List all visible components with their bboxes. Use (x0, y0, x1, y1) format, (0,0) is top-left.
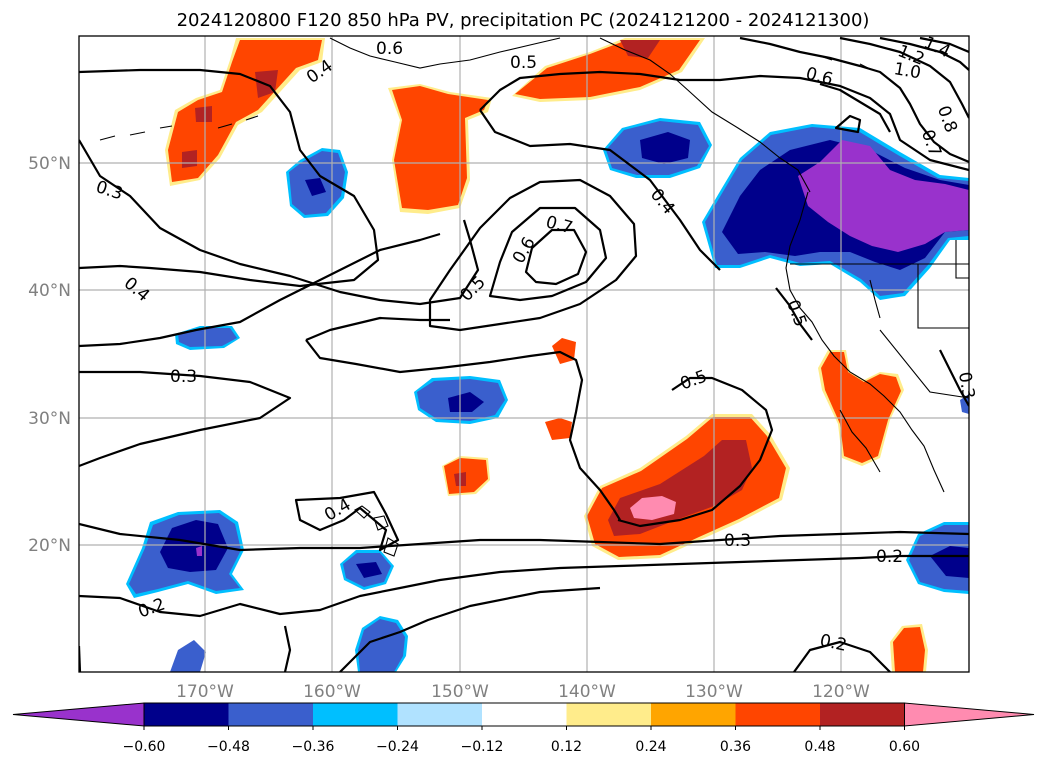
precip-positive-region (182, 70, 278, 168)
colorbar-swatch (566, 703, 652, 726)
precip-positive-region (545, 418, 572, 440)
colorbar-tick-label: −0.48 (207, 739, 250, 755)
precip-negative-region (160, 520, 228, 572)
precip-negative-region (170, 640, 206, 672)
lon-label: 170°W (176, 682, 234, 702)
lon-label: 120°W (812, 682, 870, 702)
contour-label: 0.3 (954, 370, 978, 400)
colorbar-swatch (228, 703, 314, 726)
lon-label: 150°W (431, 682, 489, 702)
precip-negative-region (196, 546, 202, 556)
colorbar-swatch (397, 703, 483, 726)
precip-negative-region (930, 546, 969, 578)
longitude-labels: 170°W 160°W 150°W 140°W 130°W 120°W (176, 682, 870, 702)
precip-positive-region (620, 40, 660, 58)
contour-label: 0.6 (376, 39, 403, 59)
colorbar-swatch (651, 703, 736, 726)
precip-negative-region (358, 619, 405, 672)
lon-label: 140°W (558, 682, 616, 702)
contour-label: 0.3 (724, 531, 751, 551)
precip-positive-region (630, 496, 676, 520)
colorbar-tick-label: −0.12 (461, 739, 504, 755)
colorbar-tick-label: −0.60 (123, 739, 166, 755)
precip-positive-region (893, 627, 925, 672)
precip-negative-region (960, 394, 969, 414)
lon-label: 160°W (303, 682, 361, 702)
coastlines (99, 37, 969, 557)
map-content (79, 36, 969, 672)
contour-label: 1.0 (892, 59, 922, 83)
precip-negative-region (448, 392, 484, 412)
precip-negative-region (356, 562, 382, 578)
lat-label: 40°N (28, 281, 71, 301)
colorbar-tick-label: 0.12 (551, 739, 582, 755)
contour-label: 0.5 (510, 53, 537, 73)
colorbar-tick-label: 0.36 (720, 739, 751, 755)
colorbar-swatch (735, 703, 821, 726)
latitude-labels: 50°N 40°N 30°N 20°N (28, 154, 71, 556)
contour-label: 0.3 (170, 367, 197, 387)
map-frame (78, 35, 970, 673)
colorbar-frame (143, 702, 905, 727)
colorbar-tick-label: 0.24 (635, 739, 666, 755)
colorbar-tick-label: 0.48 (804, 739, 835, 755)
lat-label: 50°N (28, 154, 71, 174)
colorbar: −0.60 −0.48 −0.36 −0.24 −0.12 0.12 0.24 0.36 0.4… (12, 702, 1035, 755)
colorbar-swatch (482, 703, 567, 726)
precip-positive-region (392, 86, 488, 210)
map-title: 2024120800 F120 850 hPa PV, precipitatio… (177, 10, 870, 31)
colorbar-swatch (313, 703, 398, 726)
precip-negative-region (640, 132, 690, 164)
colorbar-extend-max (904, 702, 1035, 727)
precip-negative-region (305, 178, 326, 196)
lon-label: 130°W (685, 682, 743, 702)
colorbar-swatch (144, 703, 229, 726)
colorbar-extend-min (12, 702, 145, 727)
precip-positive-region (515, 40, 700, 99)
precip-positive-region (168, 40, 322, 182)
precip-negative-region (178, 328, 237, 347)
lat-label: 20°N (28, 536, 71, 556)
precip-shading (126, 38, 969, 672)
colorbar-tick-label: −0.36 (292, 739, 335, 755)
colorbar-swatch (820, 703, 905, 726)
lat-label: 30°N (28, 409, 71, 429)
pv-contours (79, 36, 969, 672)
contour-label: 0.2 (876, 547, 903, 567)
colorbar-tick-label: −0.24 (376, 739, 419, 755)
colorbar-tick-label: 0.60 (889, 739, 920, 755)
